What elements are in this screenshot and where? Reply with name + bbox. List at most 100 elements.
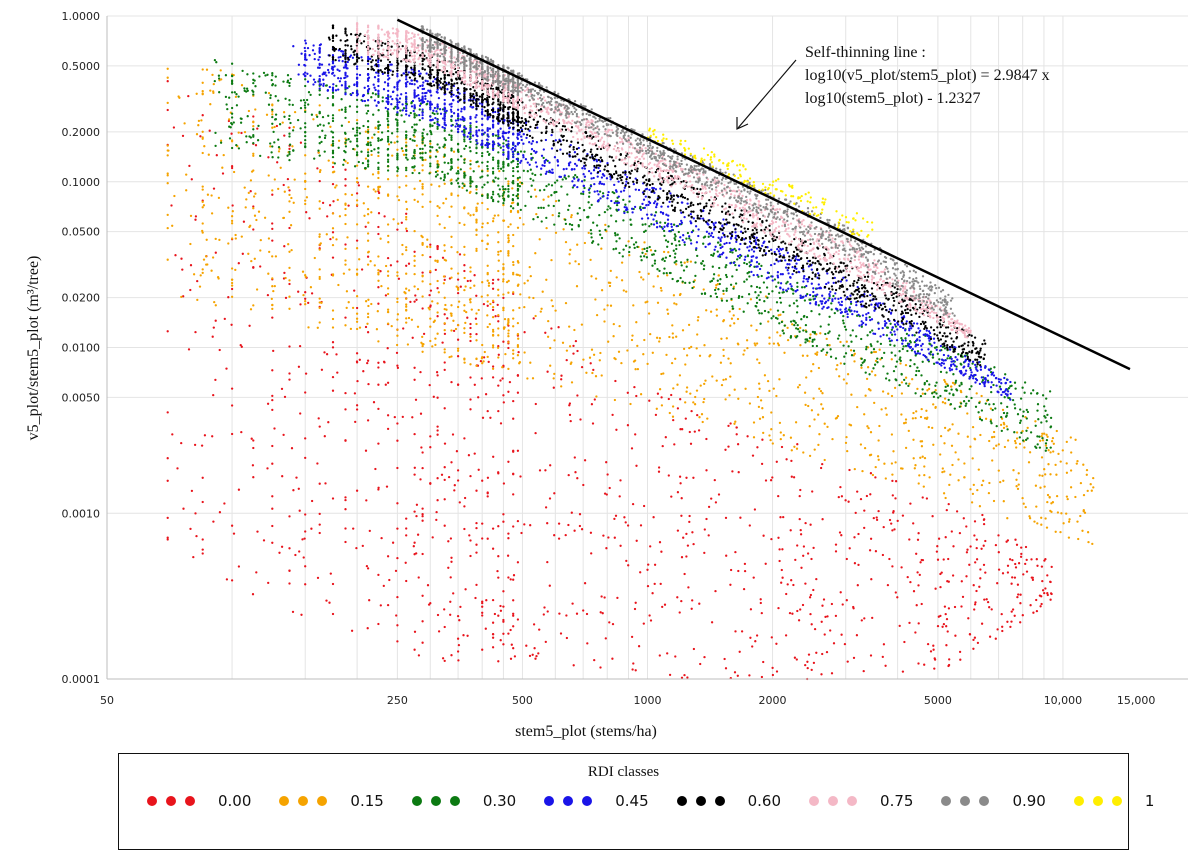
data-point	[502, 618, 505, 622]
data-point	[297, 487, 300, 490]
data-point	[874, 350, 878, 354]
data-point	[434, 337, 437, 340]
data-point	[355, 67, 359, 70]
data-point	[814, 300, 818, 304]
data-point	[486, 221, 489, 225]
data-point	[450, 245, 453, 249]
data-point	[1090, 489, 1093, 492]
data-point	[759, 291, 762, 294]
data-point	[431, 111, 434, 115]
data-point	[802, 451, 805, 454]
data-point	[331, 309, 335, 312]
data-point	[724, 273, 728, 277]
data-point	[573, 162, 577, 166]
data-point	[579, 418, 582, 421]
data-point	[1036, 443, 1039, 446]
data-point	[304, 297, 307, 300]
data-point	[429, 243, 432, 246]
data-point	[648, 188, 651, 192]
data-point	[409, 137, 412, 141]
data-point	[839, 296, 843, 300]
data-point	[592, 353, 596, 356]
data-point	[909, 346, 912, 349]
data-point	[267, 581, 270, 585]
data-point	[680, 221, 684, 224]
data-point	[869, 537, 873, 540]
data-point	[249, 179, 253, 182]
data-point	[259, 249, 262, 252]
data-point	[919, 456, 922, 459]
data-point	[825, 351, 829, 354]
data-point	[598, 359, 601, 362]
data-point	[787, 287, 790, 290]
data-point	[545, 184, 548, 188]
data-point	[316, 167, 319, 170]
data-point	[386, 194, 390, 197]
data-point	[318, 482, 321, 485]
data-point	[1000, 429, 1003, 433]
data-point	[805, 315, 809, 319]
data-point	[701, 259, 705, 263]
data-point	[681, 280, 684, 283]
data-point	[937, 396, 940, 399]
data-point	[1054, 530, 1057, 533]
data-point	[1021, 429, 1024, 433]
data-point	[550, 194, 553, 197]
data-point	[621, 255, 624, 258]
data-point	[692, 647, 696, 651]
data-point	[229, 126, 232, 129]
data-point	[485, 247, 488, 251]
data-point	[675, 335, 678, 338]
data-point	[734, 263, 737, 267]
data-point	[429, 149, 432, 152]
data-point	[374, 88, 377, 92]
data-point	[318, 104, 321, 107]
data-point	[632, 360, 636, 363]
data-point	[445, 308, 448, 311]
data-point	[708, 355, 711, 358]
data-point	[464, 321, 467, 325]
data-point	[288, 99, 291, 102]
data-point	[506, 554, 510, 557]
data-point	[1007, 396, 1010, 399]
data-point	[550, 327, 553, 330]
data-point	[1020, 552, 1023, 556]
data-point	[971, 425, 975, 429]
data-point	[900, 381, 904, 384]
data-point	[618, 324, 621, 328]
data-point	[869, 343, 872, 346]
data-point	[743, 280, 746, 283]
data-point	[502, 280, 505, 283]
data-point	[969, 488, 972, 491]
data-point	[700, 413, 704, 416]
data-point	[485, 599, 488, 602]
data-point	[429, 481, 432, 485]
data-point	[386, 310, 390, 314]
data-point	[678, 475, 682, 478]
data-point	[995, 444, 998, 447]
data-point	[780, 581, 783, 584]
data-point	[869, 472, 873, 475]
data-point	[189, 242, 192, 246]
data-point	[984, 417, 988, 420]
data-point	[252, 81, 255, 85]
data-point	[620, 361, 623, 365]
data-point	[225, 103, 228, 106]
data-point	[600, 236, 604, 240]
data-point	[372, 401, 376, 404]
data-point	[893, 528, 896, 531]
data-point	[658, 269, 661, 273]
data-point	[251, 464, 255, 467]
data-point	[871, 329, 874, 332]
data-point	[703, 397, 706, 401]
data-point	[259, 238, 262, 242]
data-point	[796, 328, 800, 331]
data-point	[355, 360, 359, 363]
data-point	[507, 182, 510, 186]
data-point	[836, 337, 840, 340]
data-point	[576, 477, 579, 480]
data-point	[863, 413, 866, 416]
data-point	[502, 520, 505, 523]
data-point	[463, 331, 466, 335]
data-point	[836, 414, 840, 418]
